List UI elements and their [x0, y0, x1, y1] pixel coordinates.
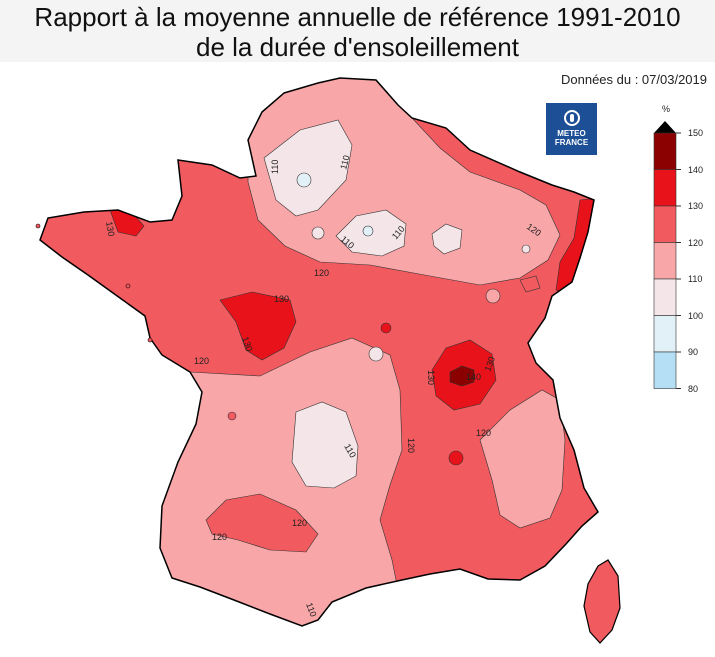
zone-100-110-southwest [291, 401, 359, 489]
title-band: Rapport à la moyenne annuelle de référen… [0, 0, 715, 62]
isoline-label: 120 [406, 438, 416, 453]
legend-swatch [653, 278, 677, 316]
zone-110-dot [311, 226, 325, 240]
legend-label: 80 [688, 383, 699, 394]
isoline-label: 110 [304, 601, 318, 618]
island [35, 223, 41, 229]
island [125, 283, 131, 289]
legend-label: 90 [688, 347, 699, 357]
corsica [583, 559, 621, 644]
legend-swatch [653, 351, 677, 389]
isoline-label: 120 [194, 356, 209, 366]
isoline-label: 120 [476, 428, 491, 438]
zone-130-dot [380, 322, 392, 334]
zone-110-120-dot [368, 346, 384, 362]
logo-text-france: FRANCE [554, 138, 589, 147]
zone-110-120-south [139, 337, 403, 626]
legend-swatch [653, 132, 677, 170]
zone-100-dot-center [362, 225, 374, 237]
isoline-label: 110 [270, 160, 280, 174]
zone-100-110-north [263, 119, 353, 217]
zone-small-dot [521, 244, 531, 254]
legend [653, 121, 681, 389]
map-title-line-1: Rapport à la moyenne annuelle de référen… [34, 2, 681, 32]
isoline-label: 120 [292, 518, 307, 528]
legend-label: 100 [688, 310, 704, 321]
legend-arrow [654, 121, 676, 133]
zone-130-dot-2 [448, 450, 464, 466]
isoline-label: 140 [466, 372, 481, 382]
isoline-label: 130 [482, 355, 497, 373]
isoline-label: 110 [338, 154, 351, 170]
isoline-label: 130 [240, 335, 255, 353]
zone-110-120-alps [479, 389, 566, 529]
legend-label: 130 [688, 201, 704, 211]
meteo-france-logo: METEO FRANCE [546, 103, 597, 155]
legend-label: 120 [688, 237, 704, 248]
isoline-label: 130 [104, 221, 116, 238]
legend-swatch [653, 169, 677, 207]
legend-swatch [653, 242, 677, 280]
legend-label: 150 [688, 128, 704, 138]
isoline-label: 130 [274, 294, 289, 304]
zone-100-dot-north [296, 172, 312, 188]
zone-120-130-southwest [205, 493, 319, 553]
zone-110-120-dot-2 [485, 288, 501, 304]
legend-label: 110 [688, 274, 703, 284]
data-date: Données du : 07/03/2019 [560, 72, 707, 87]
island [147, 337, 153, 343]
zone-140-150-burgundy [449, 365, 475, 387]
isoline-label: 120 [314, 268, 329, 278]
zone-110-120-north [247, 78, 561, 286]
logo-text-meteo: METEO [557, 129, 586, 138]
isoline-label: 120 [212, 532, 227, 542]
legend-swatch [653, 205, 677, 243]
meteo-france-logo-icon [563, 110, 580, 126]
legend-label: 140 [688, 164, 704, 175]
zone-130-140-center [219, 291, 297, 361]
map-title-line-2: de la durée d'ensoleillement [196, 32, 519, 62]
zone-120-130-east [519, 275, 541, 293]
legend-unit: % [662, 104, 671, 114]
zone-100-110-east [431, 223, 463, 255]
zone-small-dot-2 [227, 411, 237, 421]
legend-swatch [653, 315, 677, 353]
isoline-label: 130 [426, 370, 436, 385]
